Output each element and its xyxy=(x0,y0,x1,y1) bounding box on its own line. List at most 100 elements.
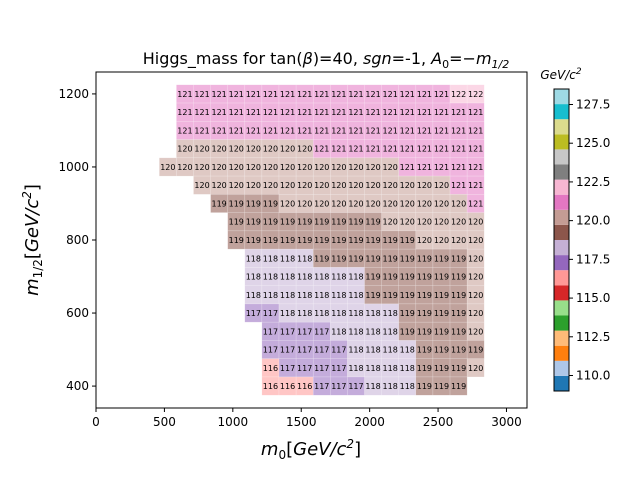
cell-value-label: 119 xyxy=(314,236,329,245)
cell-value-label: 120 xyxy=(331,181,346,190)
cell-value-label: 120 xyxy=(297,163,312,172)
cell-value-label: 120 xyxy=(383,199,398,208)
cell-value-label: 119 xyxy=(417,254,432,263)
cell-value-label: 121 xyxy=(434,163,449,172)
heatmap-cell xyxy=(176,157,194,177)
colorbar xyxy=(554,89,569,391)
y-tick-label: 1200 xyxy=(58,87,89,101)
cell-value-label: 119 xyxy=(348,236,363,245)
cell-value-label: 119 xyxy=(417,364,432,373)
cell-value-label: 119 xyxy=(211,199,226,208)
cell-value-label: 119 xyxy=(417,327,432,336)
heatmap-cell xyxy=(381,230,399,250)
cell-value-label: 120 xyxy=(434,181,449,190)
cell-value-label: 120 xyxy=(280,163,295,172)
cell-value-label: 119 xyxy=(451,273,466,282)
cell-value-label: 119 xyxy=(331,218,346,227)
cell-value-label: 118 xyxy=(263,291,278,300)
cell-value-label: 118 xyxy=(365,382,380,391)
cell-value-label: 120 xyxy=(468,218,483,227)
cell-value-label: 120 xyxy=(211,163,226,172)
cell-value-label: 120 xyxy=(451,236,466,245)
cell-value-label: 118 xyxy=(263,273,278,282)
colorbar-tick-label: 112.5 xyxy=(576,330,610,344)
heatmap-cell xyxy=(278,340,297,359)
colorbar-tick-label: 127.5 xyxy=(576,97,610,111)
cell-value-label: 119 xyxy=(434,273,449,282)
cell-value-label: 119 xyxy=(331,254,346,263)
heatmap-cell xyxy=(330,376,348,396)
heatmap-cell xyxy=(176,121,194,140)
cell-value-label: 121 xyxy=(417,126,432,135)
cell-value-label: 120 xyxy=(194,181,209,190)
cell-value-label: 119 xyxy=(417,309,432,318)
cell-value-label: 121 xyxy=(229,126,244,135)
cell-value-label: 120 xyxy=(246,145,261,154)
cell-value-label: 119 xyxy=(246,199,261,208)
cell-value-label: 121 xyxy=(417,90,432,99)
cell-value-label: 119 xyxy=(280,236,295,245)
colorbar-segment xyxy=(554,224,569,240)
cell-value-label: 119 xyxy=(263,236,278,245)
cell-value-label: 120 xyxy=(383,181,398,190)
cell-value-label: 119 xyxy=(434,382,449,391)
cell-value-label: 120 xyxy=(417,236,432,245)
cell-value-label: 121 xyxy=(297,90,312,99)
cell-value-label: 119 xyxy=(365,273,380,282)
cell-value-label: 120 xyxy=(383,163,398,172)
heatmap-cell xyxy=(278,376,297,396)
cell-value-label: 118 xyxy=(348,291,363,300)
cell-value-label: 121 xyxy=(417,163,432,172)
cell-value-label: 121 xyxy=(451,126,466,135)
cell-value-label: 118 xyxy=(383,327,398,336)
cell-value-label: 121 xyxy=(246,90,261,99)
y-axis-label: m1/2[GeV/c2] xyxy=(20,184,45,296)
cell-value-label: 121 xyxy=(177,108,192,117)
cell-value-label: 121 xyxy=(451,145,466,154)
cell-value-label: 120 xyxy=(400,181,415,190)
cell-value-label: 121 xyxy=(194,126,209,135)
cell-value-label: 121 xyxy=(365,145,380,154)
cell-value-label: 121 xyxy=(177,126,192,135)
cell-value-label: 121 xyxy=(348,126,363,135)
cell-value-label: 121 xyxy=(280,90,295,99)
cell-value-label: 120 xyxy=(400,218,415,227)
heatmap-cell xyxy=(381,376,399,396)
cell-value-label: 121 xyxy=(451,163,466,172)
cell-value-label: 120 xyxy=(229,181,244,190)
cell-value-label: 121 xyxy=(314,108,329,117)
cell-value-label: 118 xyxy=(280,309,295,318)
cell-value-label: 119 xyxy=(314,218,329,227)
cell-value-label: 120 xyxy=(280,145,295,154)
cell-value-label: 121 xyxy=(468,181,483,190)
cell-value-label: 119 xyxy=(246,218,261,227)
cell-value-label: 120 xyxy=(400,199,415,208)
cell-value-label: 117 xyxy=(348,382,363,391)
cell-value-label: 120 xyxy=(246,163,261,172)
cell-value-label: 119 xyxy=(451,291,466,300)
colorbar-segment xyxy=(554,255,569,271)
cell-value-label: 117 xyxy=(331,346,346,355)
colorbar-segment xyxy=(554,360,569,376)
cell-value-label: 119 xyxy=(400,291,415,300)
cell-value-label: 119 xyxy=(400,309,415,318)
cell-value-label: 120 xyxy=(211,181,226,190)
heatmap-cell xyxy=(227,121,246,140)
cell-value-label: 121 xyxy=(331,126,346,135)
x-axis-ticks: 0 500 1000 1500 2000 2500 3000 xyxy=(92,408,522,429)
cell-value-label: 118 xyxy=(246,273,261,282)
cell-value-label: 119 xyxy=(417,346,432,355)
colorbar-segment xyxy=(554,194,569,210)
colorbar-tick-label: 115.0 xyxy=(576,291,610,305)
cell-value-label: 119 xyxy=(468,346,483,355)
x-tick-label: 3000 xyxy=(491,415,522,429)
cell-value-label: 118 xyxy=(314,309,329,318)
cell-value-label: 121 xyxy=(263,108,278,117)
cell-value-label: 121 xyxy=(314,145,329,154)
cell-value-label: 119 xyxy=(451,382,466,391)
y-tick-label: 800 xyxy=(66,233,89,247)
cell-value-label: 120 xyxy=(468,327,483,336)
cell-value-label: 121 xyxy=(297,108,312,117)
colorbar-frame xyxy=(553,88,570,392)
cell-value-label: 119 xyxy=(434,327,449,336)
